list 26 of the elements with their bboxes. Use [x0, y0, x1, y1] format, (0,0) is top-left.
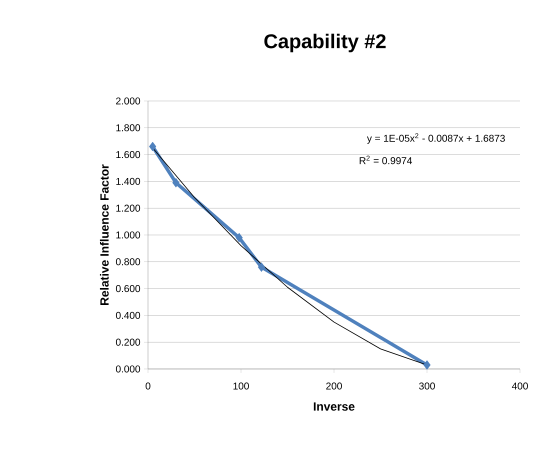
y-tick-label: 1.800	[116, 124, 140, 132]
annotation: y = 1E-05x$^{2}$ - 0.0087x + 1.6873	[366, 133, 505, 144]
x-axis-title: Inverse	[314, 402, 355, 411]
y-tick-label: 0.600	[116, 285, 140, 292]
point	[172, 178, 180, 188]
x-tick-label: 300	[419, 382, 435, 390]
annotation: R$^{2}$ = 0.9974	[360, 156, 412, 164]
point	[258, 262, 266, 272]
y-tick-label: 0.800	[116, 258, 140, 266]
y-tick-label: 1.000	[116, 231, 140, 239]
y-axis-title: Relative Influence Factor	[100, 164, 109, 305]
y-tick-label: 1.400	[116, 178, 140, 185]
x-tick-label: 200	[326, 382, 342, 390]
point	[423, 360, 431, 370]
chart-title: Capability #2	[264, 34, 386, 52]
y-tick-label: 2.000	[116, 97, 140, 105]
point	[236, 232, 243, 242]
y-tick-label: 0.200	[116, 338, 140, 346]
x-tick-label: 0	[146, 382, 150, 390]
y-tick-label: 0.000	[116, 365, 140, 373]
y-tick-label: 1.600	[116, 151, 140, 158]
y-tick-label: 1.200	[116, 204, 140, 212]
x-tick-label: 100	[233, 382, 249, 390]
point	[149, 142, 156, 152]
y-tick-label: 0.400	[116, 312, 140, 319]
x-tick-label: 400	[512, 382, 528, 390]
